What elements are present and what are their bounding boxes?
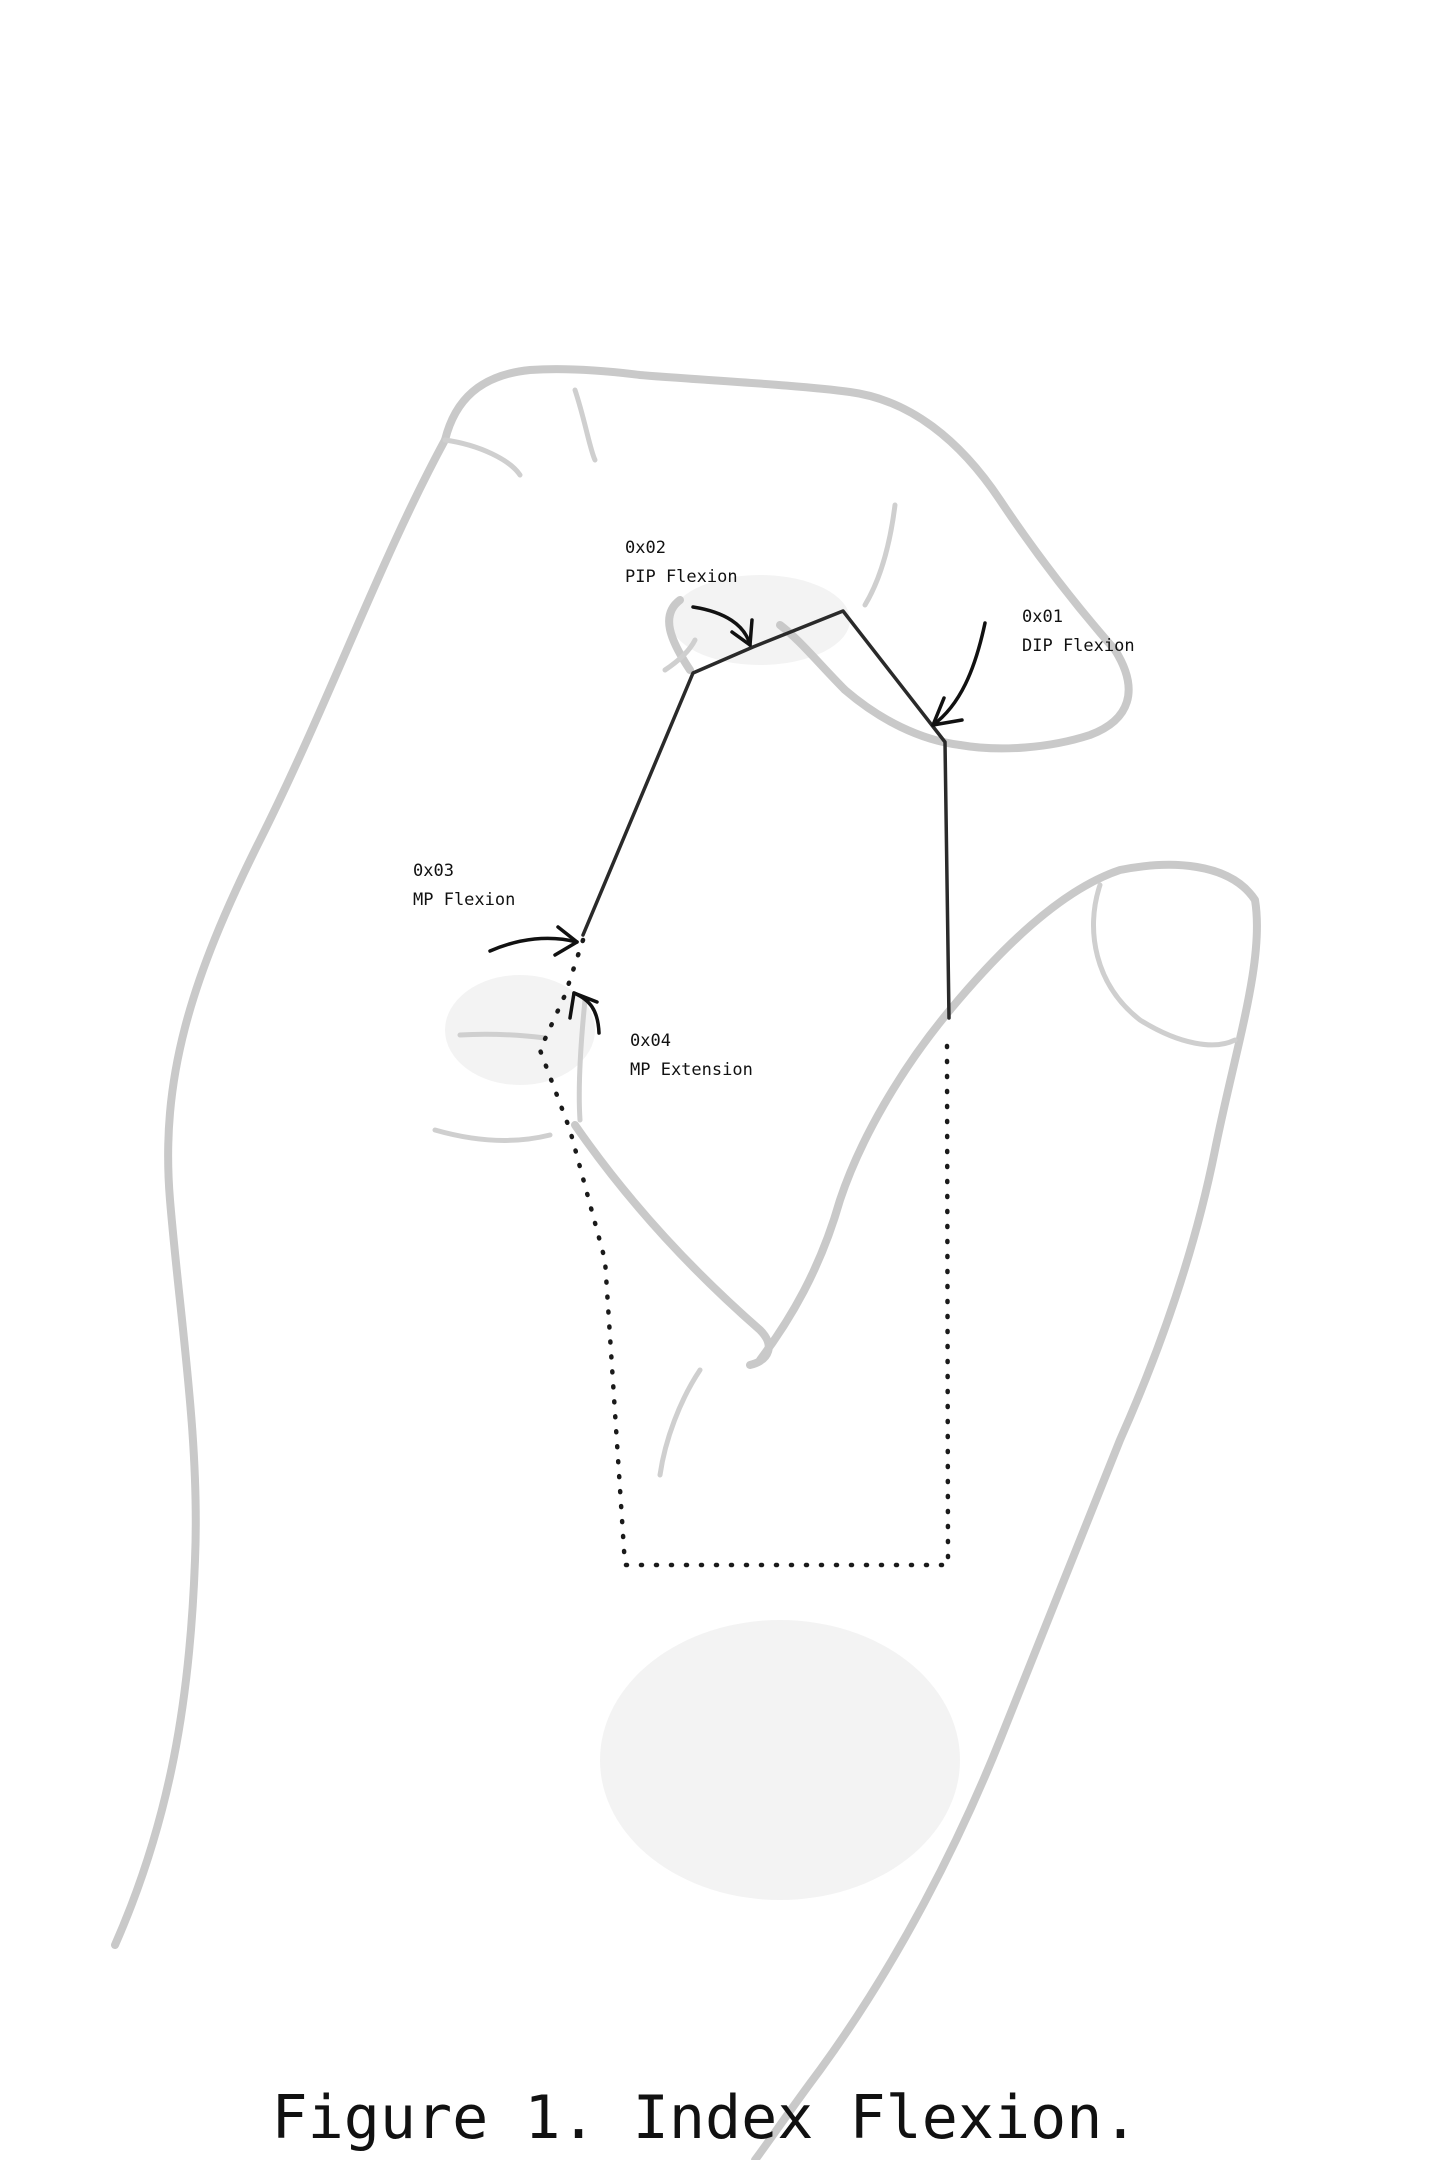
fingertip-crease	[862, 502, 898, 608]
knuckle-shade-mp	[445, 975, 595, 1085]
mp-flexion-arrow	[488, 936, 579, 953]
pip-name-label: PIP Flexion	[625, 567, 738, 587]
annotation-arrows	[488, 605, 987, 1035]
index-edge-crease	[576, 997, 588, 1123]
pip-arrowhead	[730, 618, 754, 647]
dip-code-label: 0x01	[1022, 607, 1063, 627]
hand-illustration	[111, 365, 1261, 2160]
finger-top-outline	[441, 365, 1133, 753]
middle-finger-crease	[442, 437, 523, 478]
mp-flexion-name-label: MP Flexion	[413, 890, 515, 910]
thumb-knuckle-crease	[657, 1367, 703, 1478]
hand-outline-left	[111, 436, 449, 1949]
index-lower-outline	[665, 596, 694, 674]
finger-inner-outline	[776, 621, 964, 749]
dip-arrowhead	[931, 696, 964, 727]
annotation-labels: 0x01 DIP Flexion 0x02 PIP Flexion 0x03 M…	[413, 538, 1135, 1080]
thumb-inner-outline	[756, 1006, 954, 1364]
mp-flexion-code-label: 0x03	[413, 861, 454, 881]
palm-shade	[600, 1620, 960, 1900]
mp-crease-lower	[432, 1127, 553, 1143]
mp-extension-code-label: 0x04	[630, 1031, 671, 1051]
dip-arrow	[931, 621, 987, 727]
thumbnail-outline	[1091, 882, 1238, 1048]
mp-crease-upper	[457, 1031, 548, 1041]
pip-crease	[662, 637, 698, 673]
ring-finger-line	[572, 387, 598, 463]
pip-arrow	[691, 605, 752, 647]
thumb-outline	[751, 860, 1261, 2160]
mp-flexion-arrowhead	[553, 925, 579, 957]
dip-name-label: DIP Flexion	[1022, 636, 1135, 656]
mp-extension-name-label: MP Extension	[630, 1060, 753, 1080]
joint-skeleton	[537, 609, 951, 1568]
reference-extended-line	[537, 937, 951, 1568]
mp-extension-arrowhead	[568, 991, 599, 1020]
pip-code-label: 0x02	[625, 538, 666, 558]
flexed-finger-line	[581, 609, 951, 1020]
figure-caption: Figure 1. Index Flexion.	[272, 2083, 1139, 2153]
index-palm-edge	[571, 1121, 773, 1369]
